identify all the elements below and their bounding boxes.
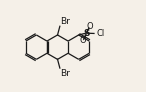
Text: Cl: Cl <box>96 29 105 38</box>
Text: Br: Br <box>60 17 70 26</box>
Text: Br: Br <box>60 69 70 78</box>
Text: O: O <box>86 22 93 31</box>
Text: O: O <box>80 36 86 45</box>
Text: S: S <box>83 29 90 38</box>
